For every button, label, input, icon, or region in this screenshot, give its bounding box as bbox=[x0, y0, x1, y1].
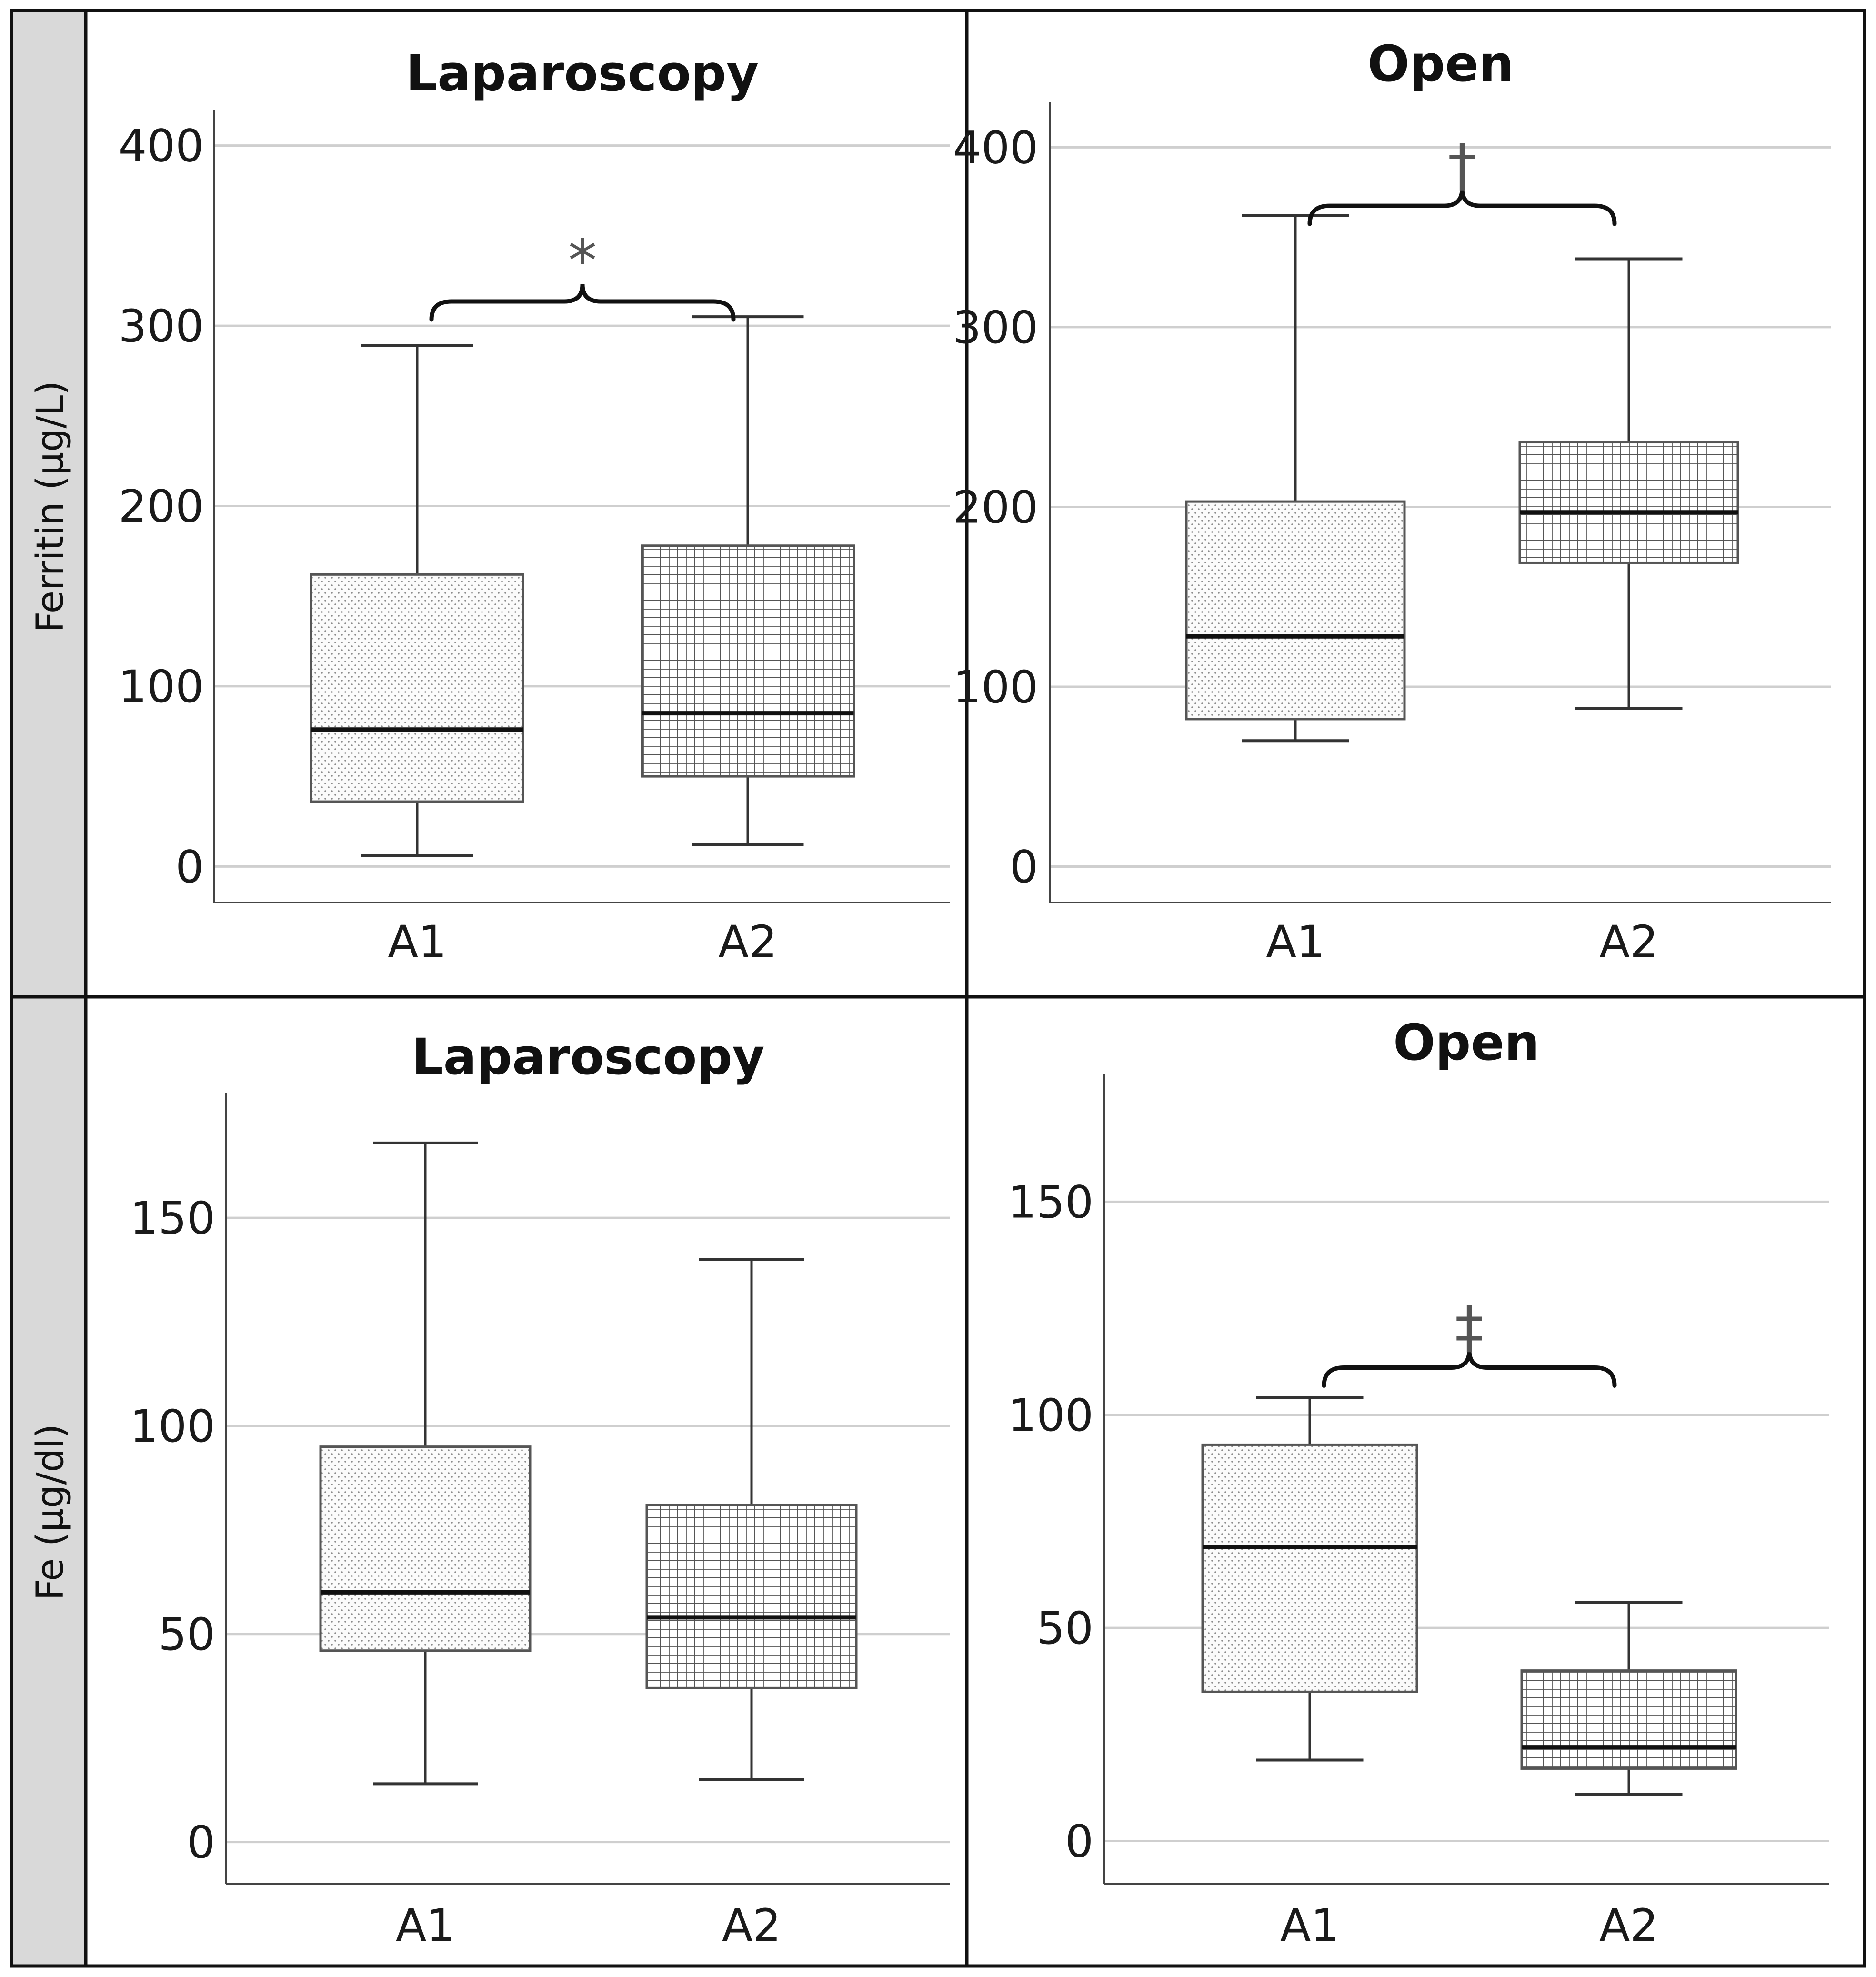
y-tick-label: 300 bbox=[953, 302, 1038, 354]
y-tick-label: 100 bbox=[119, 661, 204, 713]
iqr-box bbox=[319, 1445, 532, 1652]
y-tick-label: 200 bbox=[953, 482, 1038, 533]
panel-title: Laparoscopy bbox=[411, 1028, 764, 1086]
x-category-label: A1 bbox=[396, 1900, 455, 1952]
x-category-label: A2 bbox=[1599, 916, 1658, 968]
y-tick-label: 100 bbox=[130, 1401, 215, 1453]
y-tick-label: 150 bbox=[130, 1193, 215, 1244]
y-tick-label: 0 bbox=[175, 841, 204, 893]
x-category-label: A1 bbox=[388, 916, 447, 968]
y-tick-label: 100 bbox=[1008, 1390, 1093, 1442]
y-tick-label: 300 bbox=[119, 301, 204, 352]
x-category-label: A1 bbox=[1266, 916, 1325, 968]
significance-marker: * bbox=[568, 228, 597, 294]
y-tick-label: 200 bbox=[119, 481, 204, 533]
y-tick-label: 50 bbox=[1036, 1603, 1093, 1655]
iqr-box bbox=[1518, 441, 1739, 564]
significance-marker: † bbox=[1448, 132, 1476, 199]
y-tick-label: 0 bbox=[187, 1817, 215, 1869]
iqr-box bbox=[645, 1504, 858, 1689]
y-tick-label: 0 bbox=[1010, 841, 1038, 893]
iqr-box bbox=[1185, 500, 1406, 721]
iqr-box bbox=[1520, 1669, 1737, 1770]
panel-title: Open bbox=[1393, 1014, 1539, 1072]
y-tick-label: 400 bbox=[119, 120, 204, 172]
iqr-box bbox=[1201, 1443, 1418, 1693]
row-label-band bbox=[11, 10, 87, 1967]
panel-fe-laparoscopy: 0 50 100 150 Laparoscopy A1 A2 bbox=[130, 1028, 950, 1952]
x-category-label: A2 bbox=[722, 1900, 781, 1952]
y-tick-label: 50 bbox=[158, 1609, 215, 1661]
y-tick-label: 100 bbox=[953, 662, 1038, 713]
x-category-label: A2 bbox=[718, 916, 777, 968]
iqr-box bbox=[310, 573, 524, 803]
row-label-fe: Fe (μg/dl) bbox=[29, 1424, 72, 1601]
y-tick-label: 0 bbox=[1065, 1816, 1093, 1868]
panel-ferritin-laparoscopy: 0 100 200 300 400 Laparoscopy A1 A2 * bbox=[119, 44, 950, 968]
significance-marker: ‡ bbox=[1455, 1294, 1484, 1360]
x-category-label: A2 bbox=[1599, 1900, 1658, 1952]
panel-title: Open bbox=[1367, 35, 1514, 93]
iqr-box bbox=[641, 544, 855, 778]
panel-fe-open: 0 50 100 150 Open A1 A2 ‡ bbox=[1008, 1014, 1829, 1952]
y-tick-label: 400 bbox=[953, 122, 1038, 174]
row-label-ferritin: Ferritin (μg/L) bbox=[29, 381, 72, 632]
y-tick-label: 150 bbox=[1008, 1176, 1093, 1228]
panel-ferritin-open: 0 100 200 300 400 Open A1 A2 † bbox=[953, 35, 1831, 968]
x-category-label: A1 bbox=[1280, 1900, 1339, 1952]
outer-frame bbox=[10, 9, 1866, 1968]
significance-brace bbox=[1307, 188, 1617, 226]
panel-title: Laparoscopy bbox=[406, 44, 759, 102]
